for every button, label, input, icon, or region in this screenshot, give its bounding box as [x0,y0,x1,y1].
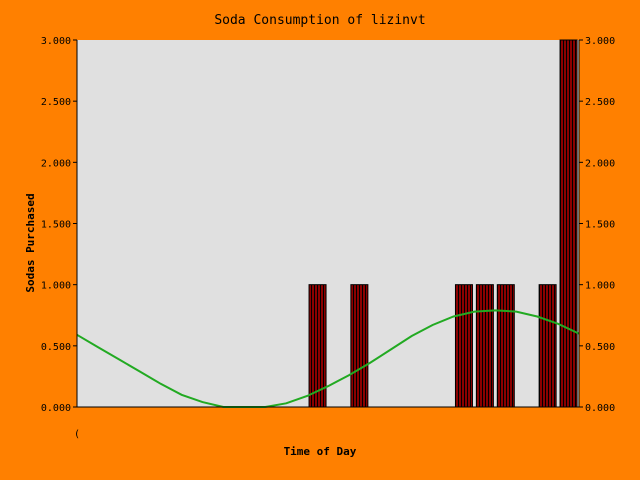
y-tick-label-left: 0.500 [41,342,71,353]
y-tick-label-left: 0.000 [41,403,71,414]
y-ticks-right: 0.000 0.500 1.000 1.500 2.000 2.500 3.000 [579,36,615,414]
y-tick-label-left: 2.000 [41,158,71,169]
bar-5 [538,284,557,408]
x-axis-label: Time of Day [284,445,357,458]
x-tick-label: ( [74,429,80,440]
y-tick-label-left: 1.000 [41,281,71,292]
y-tick-label-right: 2.000 [585,158,615,169]
bar-1 [350,284,369,408]
trend-line [76,309,580,408]
y-tick-label-right: 0.000 [585,403,615,414]
bar-4 [496,284,515,408]
bar-3 [475,284,494,408]
chart-title: Soda Consumption of lizinvt [214,13,425,28]
y-tick-label-right: 2.500 [585,97,615,108]
y-ticks-left: 0.000 0.500 1.000 1.500 2.000 2.500 3.000 [41,36,77,414]
y-tick-label-left: 2.500 [41,97,71,108]
bars-layer [308,39,578,408]
y-tick-label-right: 0.500 [585,342,615,353]
bar-2 [454,284,473,408]
plot-area [77,40,579,407]
y-axis-label: Sodas Purchased [24,193,37,292]
bar-6 [559,39,578,408]
y-tick-label-right: 1.000 [585,281,615,292]
x-ticks: ( [74,429,80,440]
y-tick-label-left: 1.500 [41,220,71,231]
y-tick-label-left: 3.000 [41,36,71,47]
y-tick-label-right: 3.000 [585,36,615,47]
y-tick-label-right: 1.500 [585,220,615,231]
